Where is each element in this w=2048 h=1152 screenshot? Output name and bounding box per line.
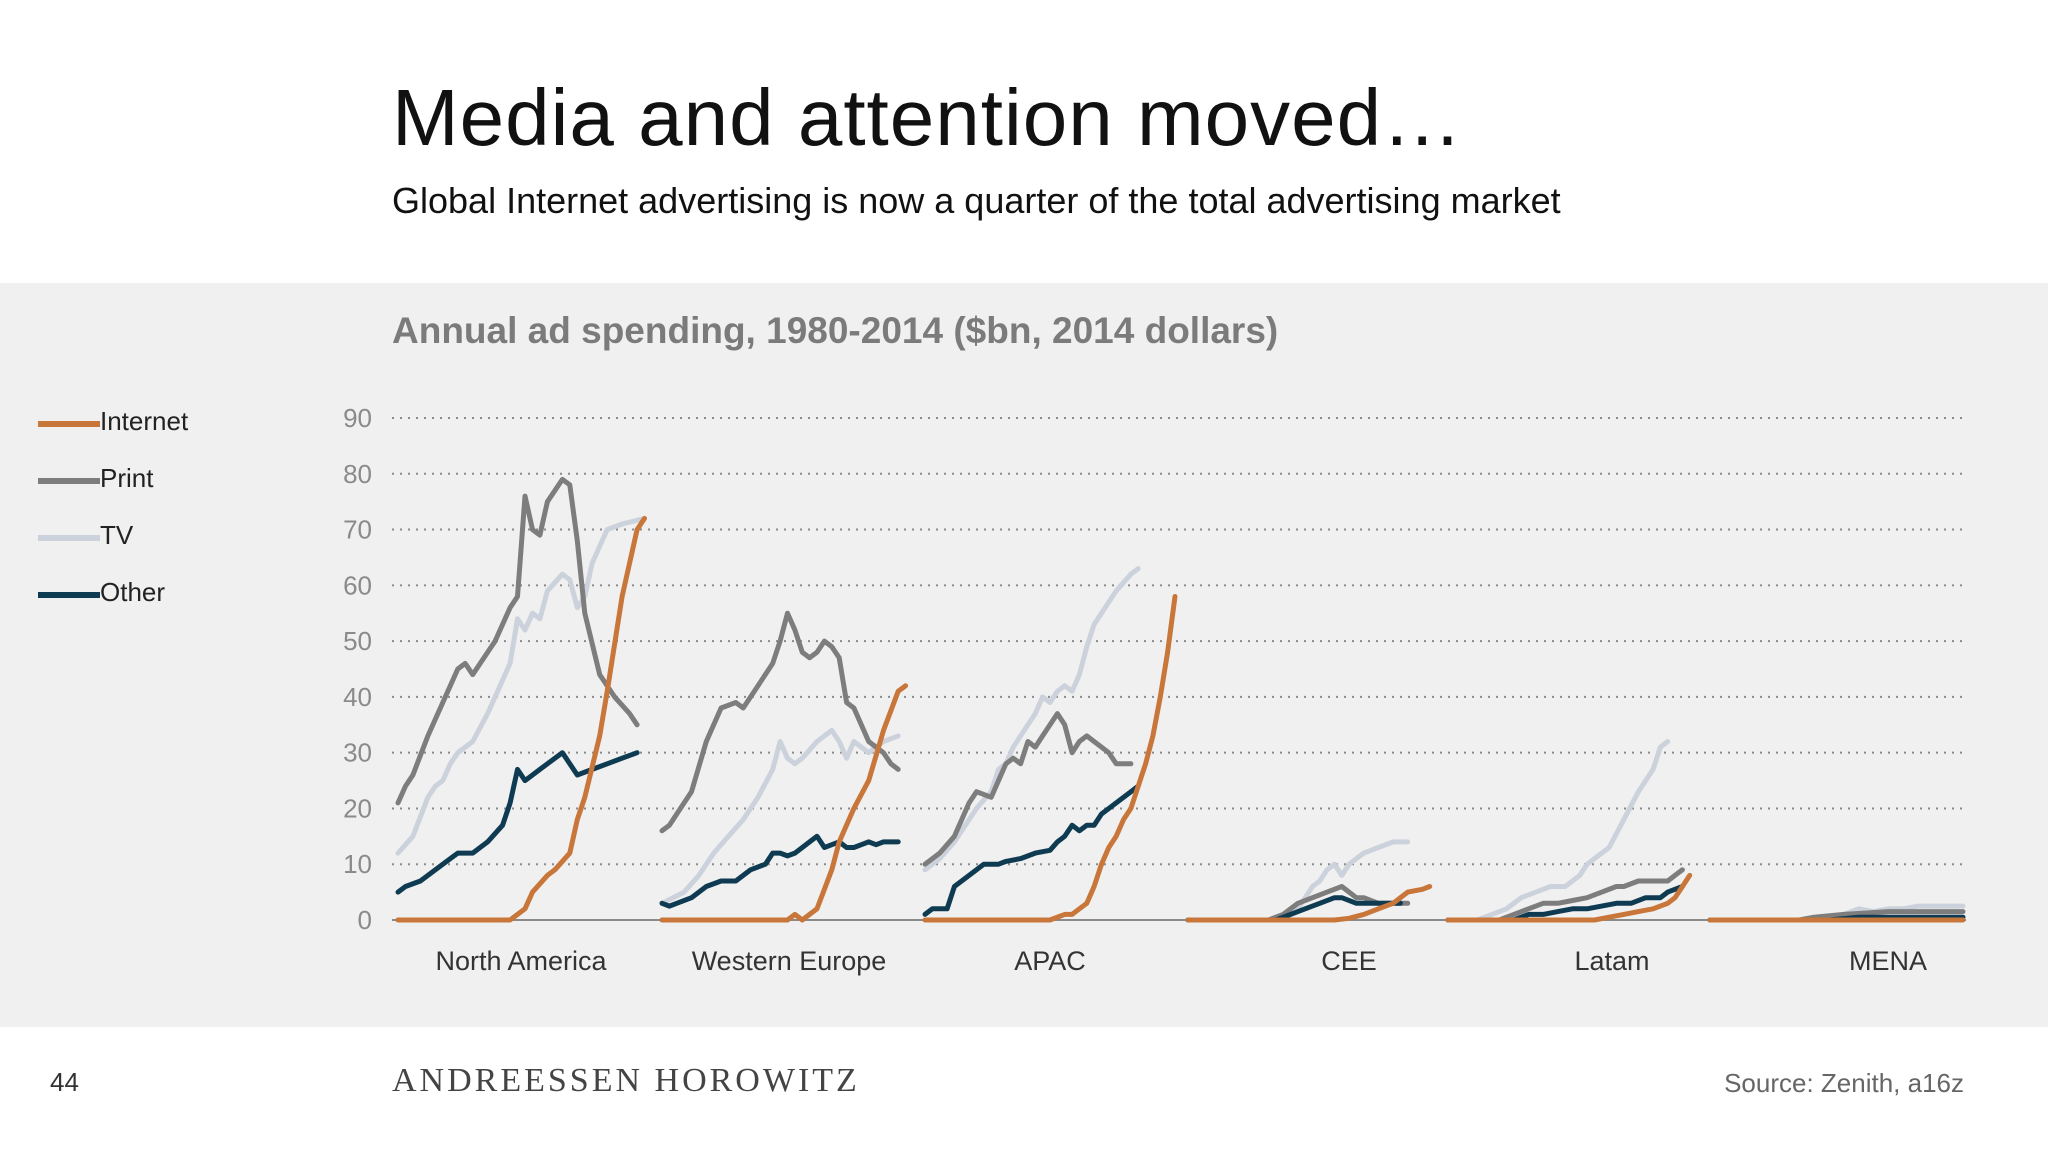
series-line-apac-print bbox=[922, 711, 1134, 867]
y-tick-label: 0 bbox=[358, 905, 372, 935]
series-line-north-america-tv bbox=[395, 515, 647, 856]
legend-label-other: Other bbox=[100, 577, 166, 607]
legend-label-print: Print bbox=[100, 463, 154, 493]
x-category-label: Western Europe bbox=[692, 946, 887, 976]
series-line-cee-internet bbox=[1185, 884, 1433, 923]
series-line-latam-other bbox=[1445, 884, 1685, 923]
chart-panel bbox=[0, 283, 2048, 1027]
series-line-latam-print bbox=[1445, 867, 1685, 923]
y-tick-label: 30 bbox=[343, 738, 372, 768]
chart-title: Annual ad spending, 1980-2014 ($bn, 2014… bbox=[392, 310, 1279, 351]
x-category-label: North America bbox=[435, 946, 607, 976]
series-line-latam-internet bbox=[1445, 872, 1693, 923]
series-line-western-europe-internet bbox=[659, 683, 909, 923]
slide-title: Media and attention moved… bbox=[392, 73, 1464, 162]
series-line-western-europe-tv bbox=[659, 727, 901, 906]
y-tick-label: 90 bbox=[343, 403, 372, 433]
y-tick-label: 40 bbox=[343, 682, 372, 712]
legend-swatch-print bbox=[38, 478, 100, 484]
series-line-apac-tv bbox=[922, 566, 1141, 873]
series-line-cee-other bbox=[1185, 895, 1403, 923]
y-tick-label: 10 bbox=[343, 849, 372, 879]
legend-label-tv: TV bbox=[100, 520, 134, 550]
x-category-label: Latam bbox=[1574, 946, 1649, 976]
legend-swatch-internet bbox=[38, 421, 100, 427]
x-category-label: CEE bbox=[1321, 946, 1377, 976]
legend-label-internet: Internet bbox=[100, 406, 189, 436]
source-note: Source: Zenith, a16z bbox=[1724, 1068, 1964, 1098]
y-tick-label: 20 bbox=[343, 793, 372, 823]
series-line-north-america-other bbox=[395, 750, 640, 895]
y-tick-label: 70 bbox=[343, 515, 372, 545]
y-tick-label: 80 bbox=[343, 459, 372, 489]
series-line-latam-tv bbox=[1445, 739, 1671, 923]
line-chart: 0 10 20 30 40 50 60 70 80 90 North America Western … bbox=[343, 403, 1966, 976]
series-line-north-america-internet bbox=[395, 515, 647, 923]
series-line-western-europe-print bbox=[659, 610, 901, 834]
series-line-apac-other bbox=[922, 783, 1141, 917]
page-number: 44 bbox=[50, 1067, 79, 1097]
legend-swatch-other bbox=[38, 592, 100, 598]
slide-subtitle: Global Internet advertising is now a qua… bbox=[392, 180, 1561, 221]
y-tick-label: 50 bbox=[343, 626, 372, 656]
legend-swatch-tv bbox=[38, 535, 100, 541]
series-line-apac-internet bbox=[922, 594, 1178, 923]
series-line-north-america-print bbox=[395, 476, 640, 806]
x-category-label: APAC bbox=[1014, 946, 1086, 976]
x-category-label: MENA bbox=[1849, 946, 1927, 976]
y-tick-label: 60 bbox=[343, 570, 372, 600]
company-logo: ANDREESSEN HOROWITZ bbox=[392, 1062, 860, 1099]
series-line-western-europe-other bbox=[659, 833, 901, 909]
